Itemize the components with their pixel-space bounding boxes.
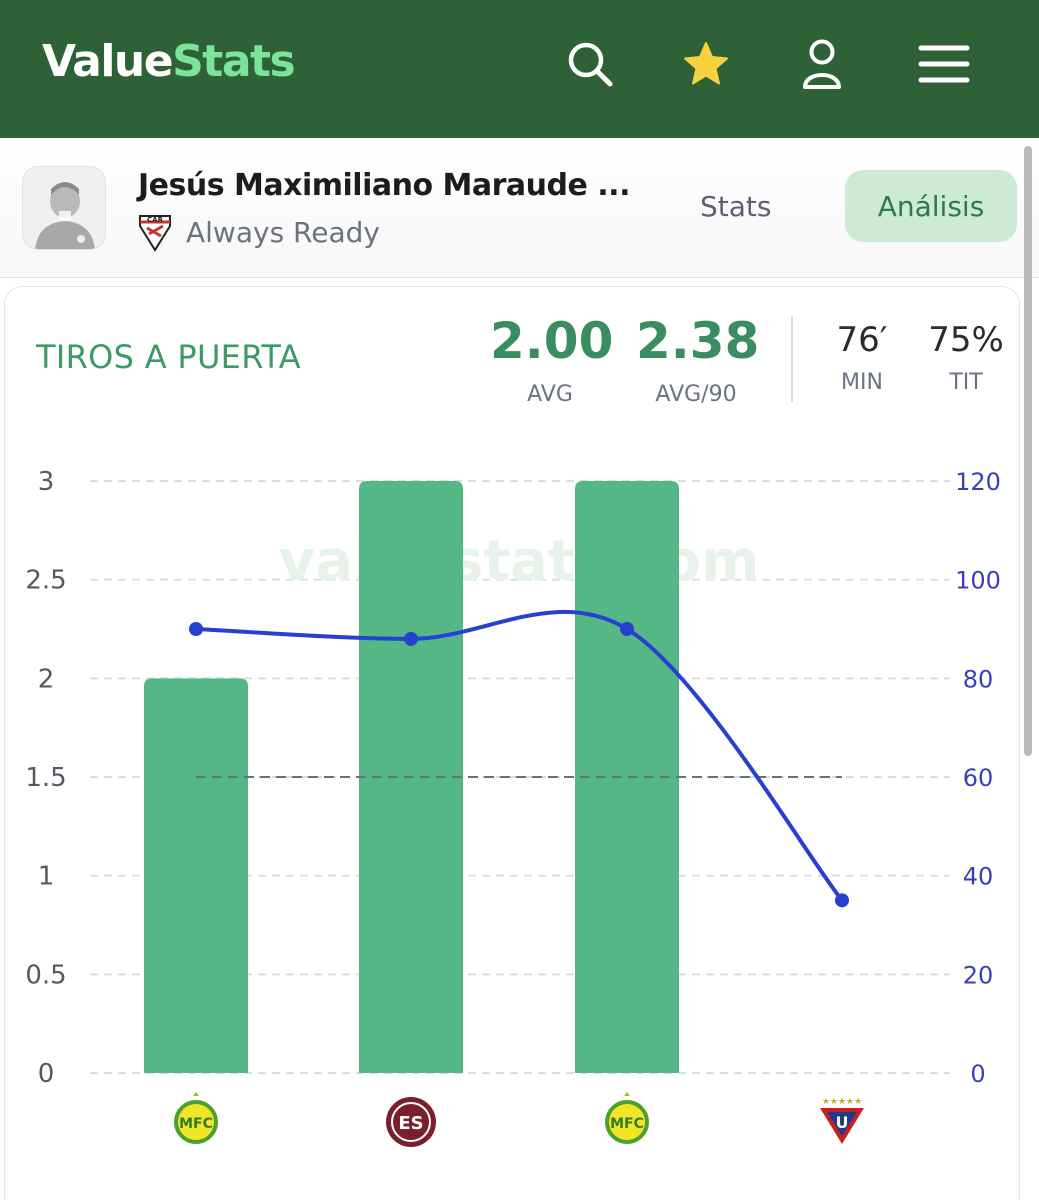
stat-divider [791,316,793,402]
right-tick-label: 80 [963,665,994,693]
bar [144,678,248,1073]
tit-value: 75% [928,320,1004,360]
svg-text:CAR: CAR [147,216,164,224]
star-icon[interactable] [678,36,734,92]
team-crest-4-icon: ★★★★★ U [820,1097,864,1144]
line-point [404,631,418,646]
right-axis-ticks: 0 20 40 60 80 100 120 [955,468,1001,1088]
team-crest-1-icon: MFC [174,1092,218,1144]
left-tick-label: 0.5 [25,960,66,990]
left-axis-ticks: 0 0.5 1 1.5 2 2.5 3 [25,467,66,1089]
player-avatar [22,166,106,250]
right-tick-label: 120 [955,468,1001,496]
svg-text:ES: ES [398,1113,423,1134]
right-tick-label: 0 [970,1060,985,1088]
bar [575,481,679,1073]
player-name: Jesús Maximiliano Maraude ... [138,168,630,203]
svg-text:MFC: MFC [610,1116,644,1132]
avg-label: AVG [527,382,573,407]
tab-stats[interactable]: Stats [700,190,772,223]
line-series [195,609,844,902]
min-value: 76′ [836,320,888,360]
player-team: Always Ready [186,216,380,249]
logo-part-stats: Stats [172,36,296,87]
line-point [835,893,849,908]
tit-label: TIT [949,370,983,395]
right-tick-label: 40 [963,863,994,891]
avg90-label: AVG/90 [655,382,737,407]
svg-text:MFC: MFC [179,1116,213,1132]
min-label: MIN [841,370,883,395]
left-tick-label: 3 [38,467,55,497]
avg-value: 2.00 [490,312,614,370]
line-point [189,622,203,636]
logo-part-value: Value [42,36,174,87]
search-icon[interactable] [562,36,618,92]
left-tick-label: 2.5 [25,566,66,596]
user-icon[interactable] [794,36,850,92]
right-tick-label: 60 [963,764,994,792]
top-bar: ValueStats [0,0,1039,138]
left-tick-label: 1 [38,862,55,892]
left-tick-label: 1.5 [25,763,66,793]
right-tick-label: 20 [963,961,994,989]
chart-watermark: valuestats.com [279,529,760,594]
team-crest-2-icon: ES [386,1097,436,1147]
line-point [620,622,634,636]
stat-title: TIROS A PUERTA [36,338,301,376]
left-tick-label: 0 [38,1059,55,1089]
scrollbar[interactable] [1024,146,1032,756]
bar-line-chart: valuestats.com 0 0.5 1 1.5 2 2.5 3 0 20 40 60 80 10… [25,467,1001,1147]
team-crest-3-icon: MFC [605,1092,649,1144]
logo[interactable]: ValueStats [42,36,296,87]
svg-text:★★★★★: ★★★★★ [822,1097,862,1107]
player-header: Jesús Maximiliano Maraude ... CAR Always… [0,138,1039,278]
avg90-value: 2.38 [636,312,760,370]
line-points [189,622,849,908]
team-crest-icon: CAR [138,214,172,252]
left-tick-label: 2 [38,664,55,694]
tab-analysis[interactable]: Análisis [845,170,1017,242]
x-axis-team-crests: MFC ES MFC ★★★★★ U [174,1092,864,1147]
menu-icon[interactable] [916,36,972,92]
svg-text:U: U [836,1113,849,1132]
right-tick-label: 100 [955,567,1001,595]
